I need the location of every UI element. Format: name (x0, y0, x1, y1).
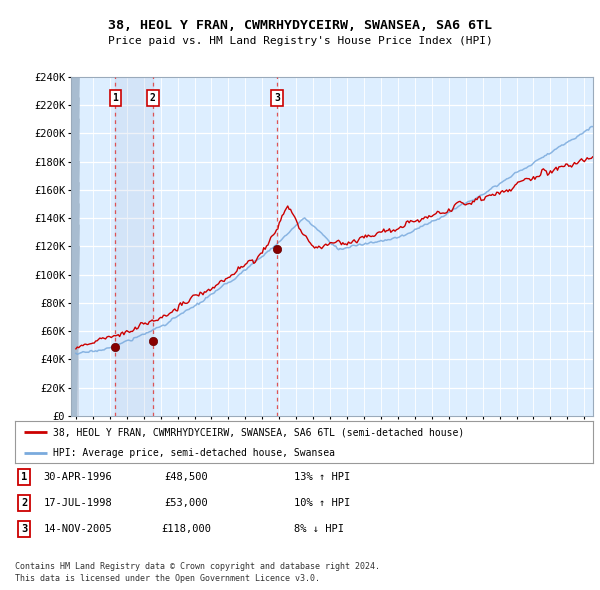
Text: 2: 2 (150, 93, 156, 103)
Text: 38, HEOL Y FRAN, CWMRHYDYCEIRW, SWANSEA, SA6 6TL (semi-detached house): 38, HEOL Y FRAN, CWMRHYDYCEIRW, SWANSEA,… (53, 427, 464, 437)
Text: 17-JUL-1998: 17-JUL-1998 (44, 498, 112, 507)
Text: Contains HM Land Registry data © Crown copyright and database right 2024.
This d: Contains HM Land Registry data © Crown c… (15, 562, 380, 583)
Text: Price paid vs. HM Land Registry's House Price Index (HPI): Price paid vs. HM Land Registry's House … (107, 37, 493, 46)
Text: £48,500: £48,500 (164, 472, 208, 481)
Text: 10% ↑ HPI: 10% ↑ HPI (294, 498, 350, 507)
Text: 8% ↓ HPI: 8% ↓ HPI (294, 524, 344, 533)
Text: 14-NOV-2005: 14-NOV-2005 (44, 524, 112, 533)
Text: HPI: Average price, semi-detached house, Swansea: HPI: Average price, semi-detached house,… (53, 448, 335, 457)
Text: 30-APR-1996: 30-APR-1996 (44, 472, 112, 481)
Text: 1: 1 (21, 472, 27, 481)
Bar (71, 77, 79, 416)
Text: 3: 3 (274, 93, 280, 103)
Text: 13% ↑ HPI: 13% ↑ HPI (294, 472, 350, 481)
Text: 3: 3 (21, 524, 27, 533)
Text: 1: 1 (112, 93, 118, 103)
Text: £53,000: £53,000 (164, 498, 208, 507)
Text: £118,000: £118,000 (161, 524, 211, 533)
Text: 2: 2 (21, 498, 27, 507)
Text: 38, HEOL Y FRAN, CWMRHYDYCEIRW, SWANSEA, SA6 6TL: 38, HEOL Y FRAN, CWMRHYDYCEIRW, SWANSEA,… (108, 19, 492, 32)
Bar (115, 77, 153, 416)
